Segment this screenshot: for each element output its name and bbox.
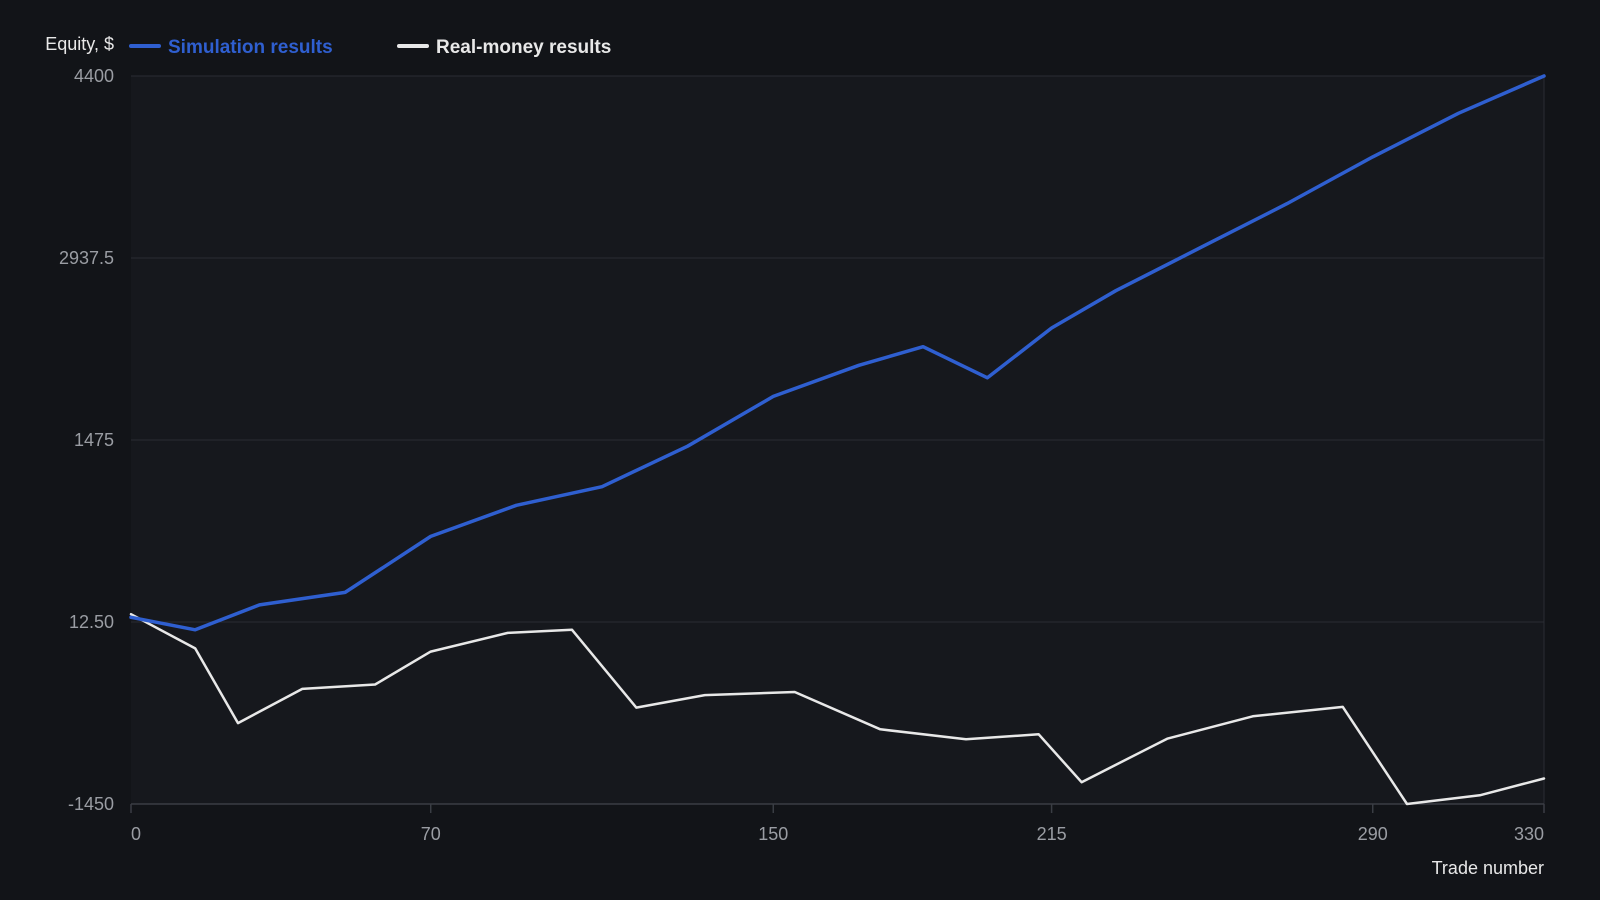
y-tick-label: 1475 xyxy=(74,430,114,450)
x-tick-label: 0 xyxy=(131,824,141,844)
y-tick-label: 4400 xyxy=(74,66,114,86)
x-tick-label: 70 xyxy=(421,824,441,844)
grid-lines xyxy=(131,75,1545,805)
legend-label-real-money: Real-money results xyxy=(436,37,611,58)
legend-item-simulation[interactable]: Simulation results xyxy=(129,37,333,58)
legend: Simulation results Real-money results xyxy=(129,37,611,58)
x-tick-label: 215 xyxy=(1037,824,1067,844)
y-axis-title: Equity, $ xyxy=(45,34,114,54)
series-line-real-money xyxy=(129,612,1546,806)
x-axis-ticks: 0 70 150 215 290 330 xyxy=(130,804,1545,844)
y-axis-ticks: 4400 2937.5 1475 12.50 -1450 xyxy=(59,66,114,814)
x-tick-label: 290 xyxy=(1358,824,1388,844)
series-line-simulation xyxy=(129,74,1546,632)
x-tick-label: 330 xyxy=(1514,824,1544,844)
y-tick-label: 12.50 xyxy=(69,612,114,632)
x-axis-title: Trade number xyxy=(1432,858,1544,878)
y-tick-label: 2937.5 xyxy=(59,248,114,268)
x-tick-label: 150 xyxy=(758,824,788,844)
legend-label-simulation: Simulation results xyxy=(168,37,333,58)
series-lines xyxy=(129,74,1546,806)
legend-item-real-money[interactable]: Real-money results xyxy=(397,37,611,58)
y-tick-label: -1450 xyxy=(68,794,114,814)
